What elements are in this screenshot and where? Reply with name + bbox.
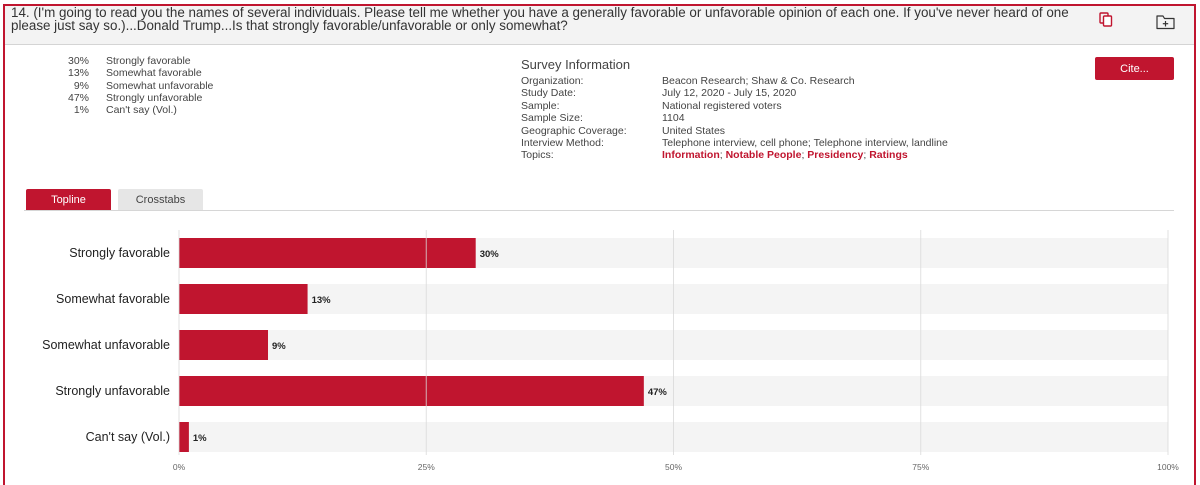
tabs-divider <box>24 210 1174 211</box>
result-percent: 1% <box>73 104 89 117</box>
bar <box>179 330 269 360</box>
survey-info-title: Survey Information <box>521 57 631 72</box>
category-label: Can't say (Vol.) <box>86 430 170 444</box>
survey-label: Topics: <box>521 149 554 162</box>
survey-value: Beacon Research; Shaw & Co. Research <box>662 75 855 87</box>
result-percent: 9% <box>73 79 89 92</box>
bar <box>179 284 308 314</box>
topic-link-notable-people[interactable]: Notable People <box>725 149 802 162</box>
survey-row-interview-method: Interview Method: Telephone interview, ce… <box>521 137 948 149</box>
result-row: 13% Somewhat favorable <box>60 67 213 79</box>
result-row: 9% Somewhat unfavorable <box>60 79 214 92</box>
result-label: Somewhat unfavorable <box>106 79 214 92</box>
data-label: 1% <box>193 433 207 444</box>
topic-separator: ; <box>801 149 808 162</box>
data-label: 30% <box>480 249 500 260</box>
survey-label: Study Date: <box>521 87 576 100</box>
question-card <box>3 4 1196 485</box>
survey-label: Sample Size: <box>521 112 583 125</box>
question-header <box>5 6 1194 45</box>
x-tick-label: 0% <box>173 462 186 472</box>
x-tick-label: 100% <box>1157 462 1179 472</box>
bar <box>179 422 189 452</box>
survey-row-study-date: Study Date: July 12, 2020 - July 15, 2020 <box>521 87 948 99</box>
survey-row-sample: Sample: National registered voters <box>521 100 948 112</box>
cite-button[interactable]: Cite... <box>1095 57 1174 80</box>
result-row: 1% Can't say (Vol.) <box>60 104 213 116</box>
topic-link-presidency[interactable]: Presidency <box>807 149 864 162</box>
results-list: 30% Strongly favorable 13% Somewhat favora… <box>60 55 213 116</box>
data-label: 9% <box>272 341 286 352</box>
category-label: Strongly unfavorable <box>55 384 170 398</box>
result-label: Somewhat favorable <box>106 67 202 80</box>
x-tick-label: 75% <box>912 462 929 472</box>
tab-crosstabs[interactable]: Crosstabs <box>118 189 203 210</box>
category-label: Strongly favorable <box>69 246 170 260</box>
bar <box>179 238 476 268</box>
copy-icon[interactable] <box>1099 12 1113 27</box>
topic-separator: ; <box>719 149 726 162</box>
result-row: 30% Strongly favorable <box>60 55 213 67</box>
survey-row-sample-size: Sample Size: 1104 <box>521 112 948 124</box>
result-label: Strongly favorable <box>106 55 191 67</box>
result-percent: 30% <box>67 55 89 67</box>
question-text: 14. (I'm going to read you the names of … <box>11 5 1069 33</box>
result-label: Strongly unfavorable <box>106 91 203 104</box>
result-label: Can't say (Vol.) <box>106 104 177 117</box>
survey-label: Geographic Coverage: <box>521 124 627 137</box>
tab-topline[interactable]: Topline <box>26 189 111 210</box>
x-tick-label: 50% <box>665 462 682 472</box>
category-label: Somewhat favorable <box>56 292 170 306</box>
survey-label: Organization: <box>521 75 584 87</box>
result-percent: 13% <box>67 67 89 80</box>
x-tick-label: 25% <box>418 462 435 472</box>
survey-information: Survey Information Organization: Beacon R… <box>521 57 948 162</box>
folder-add-icon[interactable] <box>1156 14 1175 30</box>
survey-value: United States <box>662 124 726 137</box>
survey-row-organization: Organization: Beacon Research; Shaw & Co.… <box>521 75 948 87</box>
result-row: 47% Strongly unfavorable <box>60 92 213 104</box>
survey-row-topics: Topics: Information; Notable People; Pres… <box>521 149 948 161</box>
survey-row-geographic-coverage: Geographic Coverage: United States <box>521 125 948 137</box>
survey-value: July 12, 2020 - July 15, 2020 <box>662 87 797 100</box>
result-percent: 47% <box>67 91 89 104</box>
survey-value: 1104 <box>662 112 685 125</box>
survey-label: Interview Method: <box>521 136 604 149</box>
bar <box>179 376 644 406</box>
topic-link-ratings[interactable]: Ratings <box>869 149 908 162</box>
survey-label: Sample: <box>521 99 560 112</box>
topic-separator: ; <box>863 149 870 162</box>
survey-value: Telephone interview, cell phone; Telepho… <box>662 136 948 149</box>
data-label: 13% <box>312 295 332 306</box>
category-label: Somewhat unfavorable <box>42 338 170 352</box>
data-label: 47% <box>648 387 668 398</box>
survey-value: National registered voters <box>662 99 782 112</box>
topic-link-information[interactable]: Information <box>662 149 720 162</box>
